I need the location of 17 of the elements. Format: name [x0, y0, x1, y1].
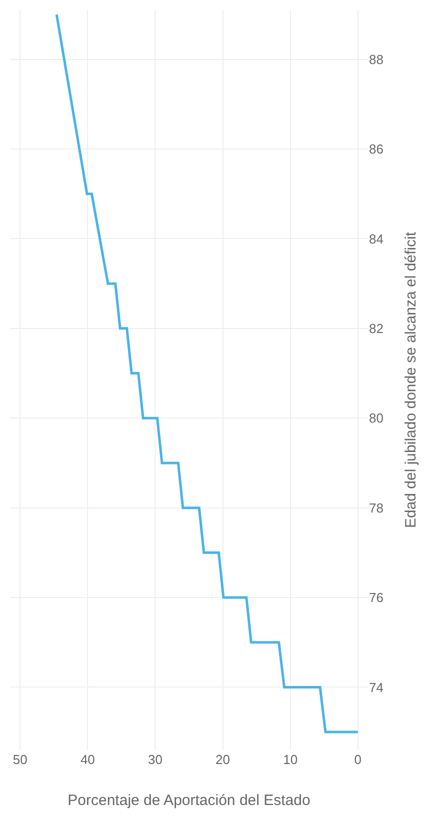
y-tick-label: 82	[369, 320, 384, 336]
x-tick-label: 20	[216, 752, 230, 767]
x-tick-label: 30	[148, 752, 162, 767]
y-tick-label: 84	[369, 231, 384, 246]
y-tick-label: 76	[369, 590, 384, 606]
x-axis-title: Porcentaje de Aportación del Estado	[68, 792, 310, 809]
x-tick-label: 50	[12, 752, 28, 767]
x-tick-label: 40	[80, 752, 95, 767]
y-tick-label: 88	[369, 52, 384, 67]
y-tick-label: 78	[369, 500, 384, 516]
x-tick-label: 0	[354, 752, 362, 767]
y-axis-title: Edad del jubilado donde se alcanza el déficit	[402, 231, 420, 528]
y-tick-label: 80	[369, 410, 384, 426]
y-tick-label: 86	[369, 142, 384, 157]
y-tick-label: 74	[369, 680, 384, 695]
line-series	[55, 13, 360, 734]
x-tick-label: 10	[283, 752, 298, 767]
